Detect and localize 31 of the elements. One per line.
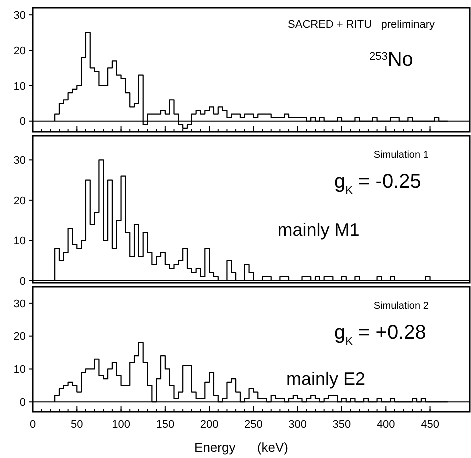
x-tick-label: 150	[156, 419, 175, 431]
annotation: g$_{K}$ = +0.28	[334, 322, 426, 348]
annotation: Simulation 1	[374, 150, 430, 161]
y-tick-label: 20	[14, 45, 26, 58]
y-tick-label: 0	[20, 396, 26, 409]
y-tick-label: 10	[14, 236, 26, 248]
y-tick-label: 0	[20, 116, 26, 128]
y-tick-label: 30	[14, 298, 26, 310]
x-tick-label: 400	[376, 419, 396, 431]
annotation: g$_{K}$ = -0.25	[334, 171, 422, 197]
y-tick-label: 10	[14, 80, 26, 93]
x-tick-label: 200	[200, 419, 219, 431]
y-tick-label: 20	[14, 331, 26, 344]
annotation: mainly M1	[278, 220, 360, 240]
y-tick-label: 30	[14, 10, 26, 22]
x-tick-label: 450	[421, 419, 440, 431]
annotation: SACRED + RITU preliminary	[288, 19, 436, 31]
annotation: mainly E2	[286, 369, 366, 389]
x-tick-label: 100	[112, 419, 130, 431]
y-tick-label: 10	[14, 364, 26, 376]
x-tick-label: 250	[244, 419, 263, 431]
annotation: $^{253}$No	[369, 49, 414, 71]
x-tick-label: 350	[332, 419, 352, 431]
x-tick-label: 300	[288, 419, 308, 431]
y-tick-label: 30	[14, 155, 26, 168]
x-axis-title: Energy (keV)	[194, 440, 288, 455]
annotation: Simulation 2	[374, 301, 430, 312]
y-tick-label: 0	[20, 276, 26, 288]
y-tick-label: 20	[14, 195, 26, 208]
x-tick-label: 50	[71, 419, 84, 431]
x-tick-label: 0	[30, 419, 36, 431]
